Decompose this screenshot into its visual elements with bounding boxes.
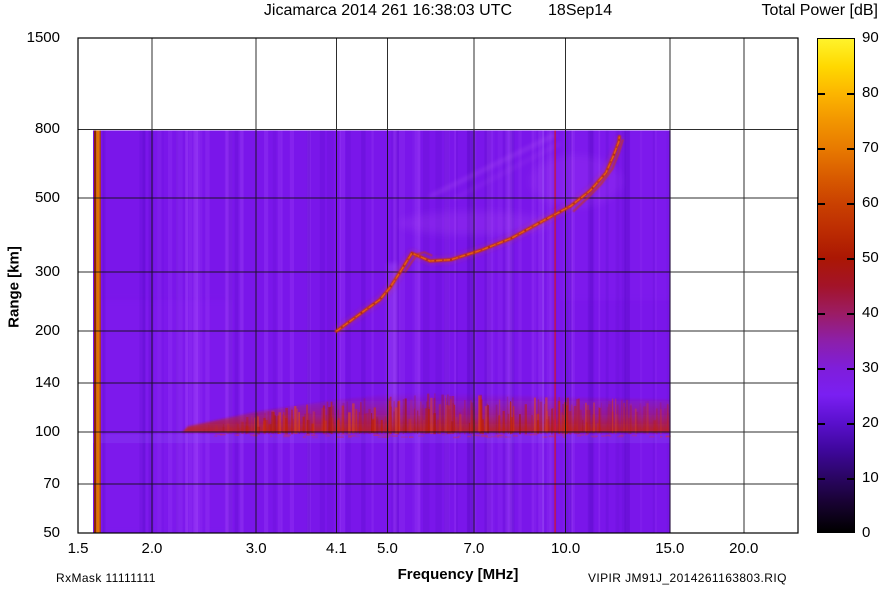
colorbar-tick-mark xyxy=(847,313,854,315)
colorbar-tick-mark xyxy=(818,93,825,95)
colorbar-tick-mark xyxy=(818,478,825,480)
title-row: Jicamarca 2014 261 16:38:03 UTC 18Sep14 xyxy=(78,2,798,20)
colorbar-tick-mark xyxy=(818,148,825,150)
y-axis-title: Range [km] xyxy=(5,246,23,328)
ionogram-traces xyxy=(334,135,625,335)
colorbar xyxy=(817,38,855,533)
rx-mask-label: RxMask 11111111 xyxy=(56,571,156,585)
page-title: Jicamarca 2014 261 16:38:03 UTC xyxy=(263,2,513,19)
colorbar-tick-mark xyxy=(847,478,854,480)
colorbar-tick-mark xyxy=(818,423,825,425)
colorbar-tick-mark xyxy=(818,313,825,315)
colorbar-tick-mark xyxy=(847,368,854,370)
colorbar-tick-mark xyxy=(818,368,825,370)
x-axis-title: Frequency [MHz] xyxy=(397,566,519,583)
plot-border xyxy=(77,37,799,534)
colorbar-tick-mark xyxy=(847,148,854,150)
file-id-label: VIPIR JM91J_2014261163803.RIQ xyxy=(588,571,787,585)
colorbar-tick-mark xyxy=(818,203,825,205)
title-date: 18Sep14 xyxy=(548,2,613,19)
colorbar-tick-mark xyxy=(847,258,854,260)
colorbar-tick-mark xyxy=(818,258,825,260)
colorbar-tick-mark xyxy=(847,423,854,425)
colorbar-tick-mark xyxy=(847,203,854,205)
colorbar-title: Total Power [dB] xyxy=(761,2,879,19)
colorbar-tick-mark xyxy=(847,93,854,95)
